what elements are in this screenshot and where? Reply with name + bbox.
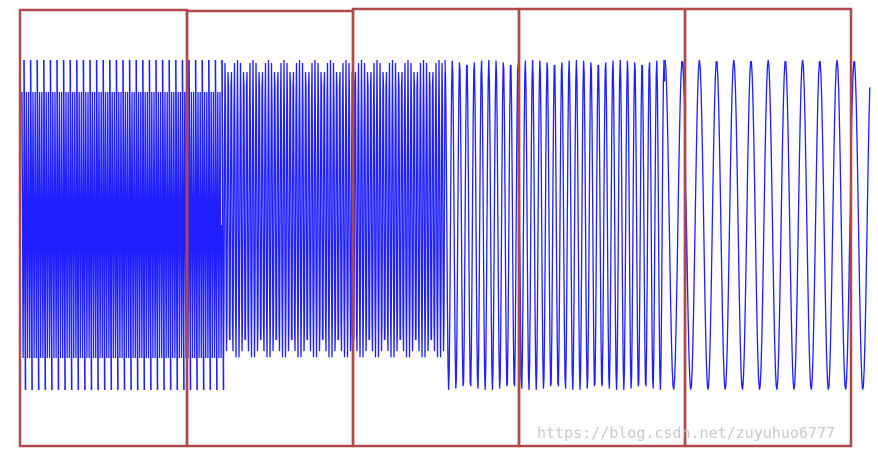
wave-trace <box>21 91 223 359</box>
segment-boxes <box>18 7 853 448</box>
wave-trace <box>221 59 446 358</box>
wave-trace <box>23 59 225 391</box>
wave-trace <box>444 59 666 390</box>
wave-trace <box>664 59 871 390</box>
segment-box <box>683 7 853 448</box>
watermark: https://blog.csdn.net/zuyuhuo6777 <box>537 424 835 442</box>
waveform <box>21 59 871 391</box>
